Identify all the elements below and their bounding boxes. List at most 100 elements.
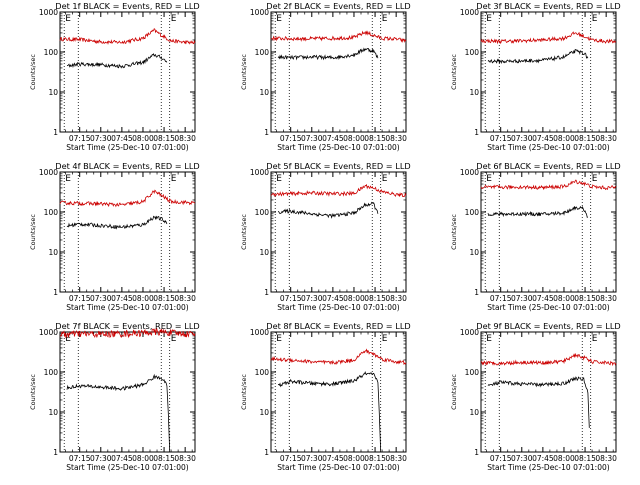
x-tick-label: 07:45 [322, 454, 344, 463]
plot-frame [59, 331, 196, 453]
y-tick-label: 10 [259, 88, 269, 97]
x-tick-label: 07:30 [90, 294, 112, 303]
y-tick-label: 1 [53, 448, 58, 457]
marker-label: E [171, 174, 177, 184]
lld-series-line [270, 348, 407, 366]
y-tick-label: 1 [264, 448, 269, 457]
y-tick-label: 1000 [250, 328, 269, 337]
events-series-line [66, 373, 171, 453]
plot-frame [59, 11, 196, 133]
y-tick-label: 100 [44, 208, 59, 217]
y-tick-label: 1000 [250, 168, 269, 177]
y-tick-label: 10 [48, 248, 58, 257]
y-tick-label: 1 [474, 288, 479, 297]
x-tick-label: 08:00 [553, 134, 575, 143]
x-tick-label: 08:00 [132, 294, 154, 303]
marker-label: E [592, 174, 598, 184]
detector-panel: Det 3f BLACK = Events, RED = LLD 1 10 100 10… [450, 1, 621, 152]
x-tick-label: 07:15 [490, 294, 512, 303]
detector-panel: Det 7f BLACK = Events, RED = LLD 1 10 100 10… [29, 321, 200, 472]
x-tick-label: 08:00 [343, 454, 365, 463]
panel-title: Det 8f BLACK = Events, RED = LLD [266, 321, 410, 331]
x-tick-label: 07:15 [280, 134, 302, 143]
detector-panel: Det 2f BLACK = Events, RED = LLD 1 10 100 10… [240, 1, 411, 152]
marker-label: E [276, 334, 282, 344]
x-tick-label: 08:30 [385, 454, 407, 463]
panel-title: Det 7f BLACK = Events, RED = LLD [55, 321, 199, 331]
plot-frame [480, 171, 617, 293]
y-axis-label: Counts/sec [29, 374, 37, 410]
y-tick-label: 10 [48, 88, 58, 97]
x-axis-label: Start Time (25-Dec-10 07:01:00) [277, 463, 399, 472]
y-axis-label: Counts/sec [240, 374, 248, 410]
events-series-line [278, 371, 382, 453]
x-axis-label: Start Time (25-Dec-10 07:01:00) [487, 303, 609, 312]
x-tick-label: 07:30 [301, 134, 323, 143]
x-tick-label: 07:45 [322, 134, 344, 143]
lld-series-line [270, 30, 407, 43]
marker-label: E [382, 14, 388, 24]
x-axis-label: Start Time (25-Dec-10 07:01:00) [487, 463, 609, 472]
x-tick-label: 08:00 [343, 134, 365, 143]
plot-frame [270, 171, 407, 293]
y-tick-label: 10 [259, 248, 269, 257]
x-tick-label: 07:45 [532, 134, 554, 143]
plot-frame [270, 11, 407, 133]
panel-title: Det 4f BLACK = Events, RED = LLD [55, 161, 199, 171]
detector-panel: Det 9f BLACK = Events, RED = LLD 1 10 100 10… [450, 321, 621, 472]
marker-label: E [65, 334, 71, 344]
events-series-line [66, 215, 168, 230]
x-tick-label: 08:00 [132, 454, 154, 463]
plot-frame [480, 331, 617, 453]
x-tick-label: 07:15 [69, 454, 91, 463]
x-axis-label: Start Time (25-Dec-10 07:01:00) [487, 143, 609, 152]
y-tick-label: 1 [53, 288, 58, 297]
x-tick-label: 07:15 [490, 134, 512, 143]
events-series-line [487, 48, 589, 64]
plot-frame [59, 171, 196, 293]
y-tick-label: 100 [255, 48, 270, 57]
y-tick-label: 1 [264, 288, 269, 297]
y-tick-label: 1 [53, 128, 58, 137]
x-tick-label: 08:00 [132, 134, 154, 143]
marker-label: E [276, 174, 282, 184]
x-tick-label: 08:15 [364, 134, 386, 143]
x-axis-label: Start Time (25-Dec-10 07:01:00) [66, 303, 188, 312]
y-tick-label: 10 [469, 88, 479, 97]
y-tick-label: 1000 [39, 168, 58, 177]
x-tick-label: 07:15 [69, 294, 91, 303]
marker-label: E [171, 334, 177, 344]
x-tick-label: 07:15 [280, 454, 302, 463]
lld-series-line [480, 179, 617, 191]
marker-label: E [276, 14, 282, 24]
detector-panel: Det 6f BLACK = Events, RED = LLD 1 10 100 10… [450, 161, 621, 312]
x-tick-label: 07:15 [490, 454, 512, 463]
marker-label: E [65, 174, 71, 184]
x-tick-label: 07:45 [111, 294, 133, 303]
y-tick-label: 1000 [460, 328, 479, 337]
x-tick-label: 07:30 [511, 454, 533, 463]
panel-title: Det 5f BLACK = Events, RED = LLD [266, 161, 410, 171]
lld-series-line [59, 327, 196, 339]
x-tick-label: 08:30 [385, 294, 407, 303]
panel-title: Det 9f BLACK = Events, RED = LLD [476, 321, 620, 331]
marker-label: E [486, 14, 492, 24]
y-axis-label: Counts/sec [240, 214, 248, 250]
x-axis-label: Start Time (25-Dec-10 07:01:00) [277, 143, 399, 152]
lld-series-line [480, 31, 617, 45]
x-tick-label: 07:30 [90, 454, 112, 463]
x-tick-label: 08:30 [595, 294, 617, 303]
y-tick-label: 10 [48, 408, 58, 417]
y-tick-label: 1000 [460, 8, 479, 17]
y-tick-label: 100 [255, 208, 270, 217]
marker-label: E [592, 334, 598, 344]
x-tick-label: 08:15 [574, 454, 596, 463]
events-series-line [277, 201, 379, 219]
marker-label: E [382, 334, 388, 344]
y-axis-label: Counts/sec [450, 214, 458, 250]
x-tick-label: 08:30 [595, 134, 617, 143]
x-tick-label: 07:30 [511, 294, 533, 303]
lld-series-line [480, 353, 617, 367]
panel-title: Det 6f BLACK = Events, RED = LLD [476, 161, 620, 171]
